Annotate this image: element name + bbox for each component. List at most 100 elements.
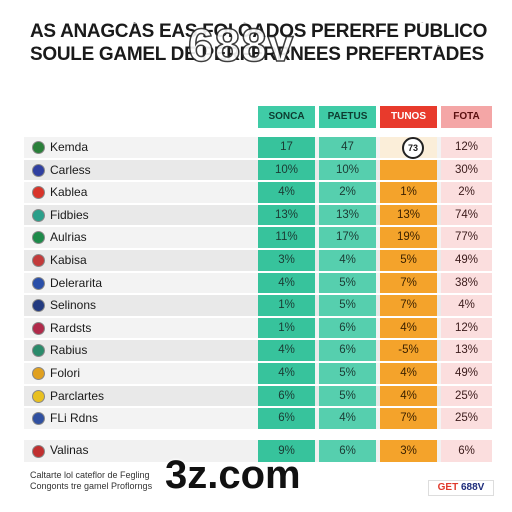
row-cell-4: 25% [441, 408, 492, 429]
flag-icon [32, 276, 45, 290]
row-cell-4: 49% [441, 249, 492, 271]
row-cell-1: 6% [258, 408, 315, 429]
row-cell-2: 17% [319, 227, 376, 248]
total-cell-3: 3% [380, 439, 437, 462]
total-row: Valinas 9% 6% 3% 6% [24, 438, 492, 464]
row-name: Kabisa [50, 252, 87, 267]
row-cell-4: 74% [441, 204, 492, 226]
data-table: SONCA PAETUS TUNOS FOTA Kemda 17 47 12% 73 Ca… [24, 106, 492, 464]
flag-icon [32, 389, 45, 403]
row-name: Folori [50, 365, 81, 380]
row-cell-4: 38% [441, 272, 492, 294]
row-name: FLi Rdns [50, 411, 99, 426]
row-cell-3: -5% [380, 340, 437, 361]
flag-icon [32, 141, 45, 154]
row-name: Delerarita [50, 275, 103, 290]
row-name: Carless [50, 162, 91, 177]
row-cell-2: 4% [319, 249, 376, 271]
row-cell-3 [380, 159, 437, 181]
flag-icon [32, 299, 45, 313]
row-cell-3: 7% [380, 408, 437, 429]
total-cell-4: 6% [441, 439, 492, 462]
flag-icon [32, 321, 45, 335]
row-cell-1: 11% [258, 227, 315, 248]
badge-get: GET [437, 482, 459, 493]
flag-icon [32, 253, 45, 267]
badge-num: 688V [460, 482, 485, 493]
table-row: Kabisa 3% 4% 5% 49% [24, 249, 492, 272]
total-cell-1: 9% [258, 439, 315, 462]
row-cell-4: 12% [441, 317, 492, 339]
row-cell-3: 7% [380, 295, 437, 316]
row-cell-2: 13% [319, 204, 376, 226]
row-cell-2: 4% [319, 408, 376, 429]
row-cell-3: 19% [380, 227, 437, 248]
table-row: Selinons 1% 5% 7% 4% [24, 294, 492, 317]
row-cell-1: 10% [258, 159, 315, 181]
row-cell-4: 12% [441, 137, 492, 158]
flag-icon [32, 444, 45, 458]
row-cell-3: 7% [380, 272, 437, 294]
title-line-2: SOULE GAMEL DE PERFERRNEES PREFERTÁDES [30, 45, 484, 64]
table-header: SONCA PAETUS TUNOS FOTA [24, 106, 492, 128]
table-row: Rabius 4% 6% -5% 13% [24, 339, 492, 362]
row-name: Fidbies [50, 207, 89, 222]
column-header-1: SONCA [258, 106, 315, 128]
row-cell-3: 4% [380, 385, 437, 407]
row-name: Kablea [50, 185, 88, 200]
footer-line-1: Caltarte lol cateflor de Fegling [30, 470, 150, 480]
row-cell-1: 4% [258, 182, 315, 203]
row-cell-1: 4% [258, 272, 315, 294]
flag-icon [32, 344, 45, 358]
row-cell-2: 6% [319, 317, 376, 339]
row-name: Aulrias [50, 230, 87, 245]
flag-icon [32, 231, 45, 245]
row-cell-1: 6% [258, 385, 315, 407]
table-row: Rardsts 1% 6% 4% 12% [24, 317, 492, 340]
row-name: Kemda [50, 140, 89, 154]
row-cell-2: 5% [319, 385, 376, 407]
watermark-bottom: 3z.com [165, 453, 301, 497]
row-cell-4: 30% [441, 159, 492, 181]
row-name: Rabius [50, 343, 88, 358]
footer-note: Caltarte lol cateflor de Fegling Congont… [30, 470, 330, 492]
column-header-3: TUNOS [380, 106, 437, 128]
row-cell-4: 77% [441, 227, 492, 248]
row-cell-3: 4% [380, 362, 437, 384]
title-line-1: AS ANAGCÁS EAS FOI ÓADOS PERERFE PÚBLICO [30, 22, 488, 41]
footer-line-2: Congonts tre gamel Proflorngs [30, 481, 153, 491]
table-body: Kemda 17 47 12% 73 Carless 10% 10% 30% Kablea 4% 2%… [24, 136, 492, 430]
row-cell-1: 1% [258, 317, 315, 339]
row-cell-3: 13% [380, 204, 437, 226]
row-name: Rardsts [50, 320, 92, 335]
row-cell-4: 49% [441, 362, 492, 384]
table-row: Fidbies 13% 13% 13% 74% [24, 204, 492, 227]
row-cell-2: 5% [319, 295, 376, 316]
row-cell-4: 2% [441, 182, 492, 203]
row-cell-1: 17 [258, 137, 315, 158]
column-header-2: PAETUS [319, 106, 376, 128]
flag-icon [32, 412, 45, 426]
row-cell-1: 4% [258, 362, 315, 384]
row-cell-3: 1% [380, 182, 437, 203]
flag-icon [32, 186, 45, 200]
row-cell-2: 47 [319, 137, 376, 158]
watermark-top: 688v [187, 19, 295, 71]
row-cell-3: 4% [380, 317, 437, 339]
table-row: Kemda 17 47 12% 73 [24, 136, 492, 159]
row-name: Parclartes [50, 388, 105, 403]
row-cell-1: 4% [258, 340, 315, 361]
row-cell-4: 25% [441, 385, 492, 407]
row-cell-4: 13% [441, 340, 492, 361]
table-row: Kablea 4% 2% 1% 2% [24, 181, 492, 204]
row-cell-2: 10% [319, 159, 376, 181]
page-title: AS ANAGCÁS EAS FOI ÓADOS PERERFE PÚBLICO… [30, 22, 490, 64]
column-header-4: FOTA [441, 106, 492, 128]
row-cell-4: 4% [441, 295, 492, 316]
table-row: Parclartes 6% 5% 4% 25% [24, 385, 492, 408]
table-row: Delerarita 4% 5% 7% 38% [24, 272, 492, 295]
row-cell-2: 2% [319, 182, 376, 203]
total-name: Valinas [50, 442, 89, 457]
flag-icon [32, 208, 45, 222]
table-row: Carless 10% 10% 30% [24, 159, 492, 182]
